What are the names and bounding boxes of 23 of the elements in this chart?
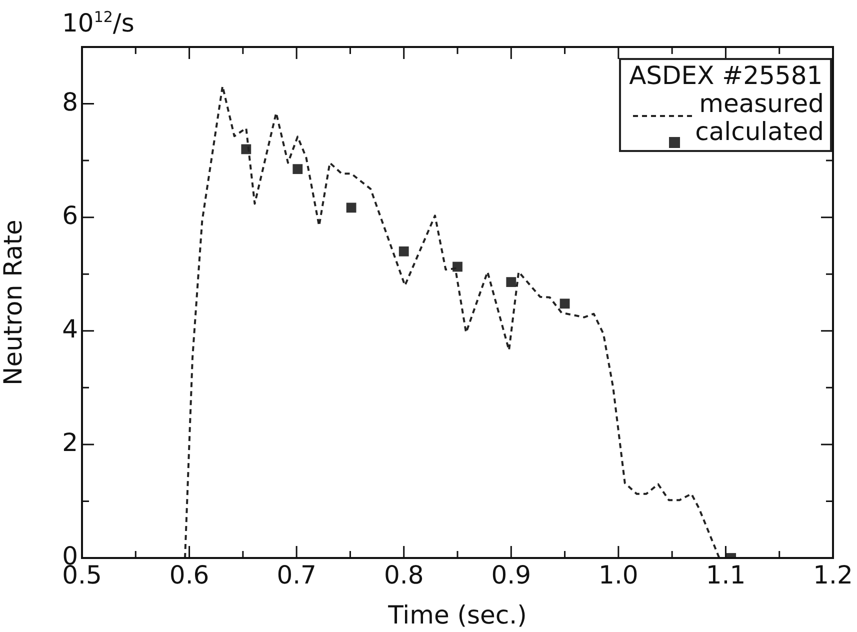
y-tick-label: 8 <box>62 87 78 116</box>
x-tick-label: 1.2 <box>813 560 853 590</box>
x-axis-title: Time (sec.) <box>387 600 527 630</box>
point <box>452 262 462 272</box>
x-tick-label: 0.8 <box>384 560 424 590</box>
point <box>560 298 570 309</box>
text: 10$^{12}$/s <box>62 8 134 38</box>
point <box>398 246 409 256</box>
y-tick-label: 6 <box>62 200 78 230</box>
legend-label: calculated <box>695 117 824 146</box>
x-tick-label: 1.1 <box>706 560 746 590</box>
point <box>292 164 303 174</box>
legend-label: measured <box>699 89 824 118</box>
point <box>506 277 516 288</box>
y-tick-label: 2 <box>62 428 78 457</box>
y-tick-label: 4 <box>62 314 78 344</box>
x-tick-label: 1.0 <box>598 560 638 590</box>
x-tick-label: 0.9 <box>491 560 532 590</box>
legend-title: ASDEX #25581 <box>629 61 824 90</box>
x-tick-label: 0.7 <box>276 560 316 590</box>
point <box>346 202 356 213</box>
y-axis-title: Neutron Rate <box>0 220 28 386</box>
x-tick-label: 0.6 <box>169 560 210 590</box>
